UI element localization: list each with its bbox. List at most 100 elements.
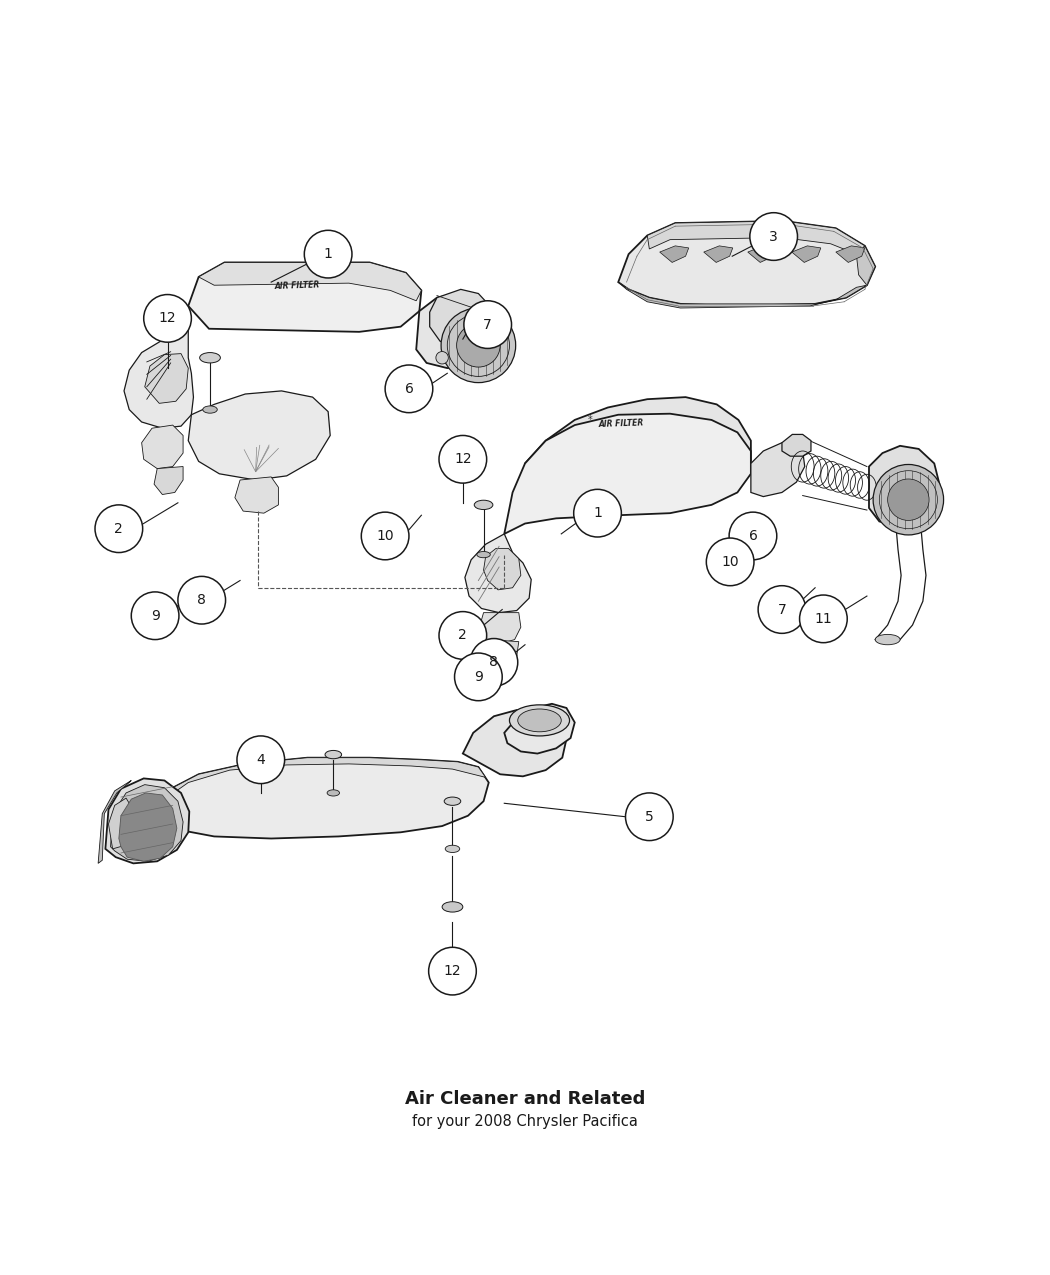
Circle shape — [361, 513, 408, 560]
Polygon shape — [751, 442, 804, 496]
Ellipse shape — [876, 635, 900, 645]
Polygon shape — [145, 353, 188, 403]
Text: 5: 5 — [645, 810, 654, 824]
Ellipse shape — [203, 405, 217, 413]
Polygon shape — [504, 413, 751, 534]
Text: 12: 12 — [159, 311, 176, 325]
Polygon shape — [124, 329, 193, 428]
Polygon shape — [98, 780, 131, 863]
Ellipse shape — [444, 797, 461, 806]
Text: 6: 6 — [404, 381, 414, 395]
Polygon shape — [198, 263, 421, 301]
Text: 10: 10 — [376, 529, 394, 543]
Polygon shape — [105, 779, 189, 863]
Polygon shape — [857, 246, 876, 286]
Circle shape — [758, 585, 805, 634]
Circle shape — [177, 576, 226, 623]
Text: 7: 7 — [778, 603, 786, 617]
Circle shape — [439, 612, 486, 659]
Text: 9: 9 — [150, 608, 160, 622]
Polygon shape — [618, 282, 867, 309]
Polygon shape — [235, 477, 278, 513]
Polygon shape — [659, 246, 689, 263]
Text: 12: 12 — [444, 964, 461, 978]
Ellipse shape — [442, 901, 463, 912]
Text: *: * — [588, 414, 592, 425]
Polygon shape — [504, 704, 574, 754]
Text: 11: 11 — [815, 612, 833, 626]
Circle shape — [470, 639, 518, 686]
Ellipse shape — [445, 845, 460, 853]
Polygon shape — [525, 397, 751, 474]
Circle shape — [729, 513, 777, 560]
Text: 4: 4 — [256, 752, 266, 766]
Circle shape — [573, 490, 622, 537]
Polygon shape — [463, 710, 566, 776]
Text: 1: 1 — [593, 506, 602, 520]
Circle shape — [94, 505, 143, 552]
Circle shape — [455, 653, 502, 701]
Text: AIR FILTER: AIR FILTER — [274, 280, 320, 291]
Ellipse shape — [441, 309, 516, 382]
Text: 10: 10 — [721, 555, 739, 569]
Polygon shape — [869, 446, 940, 525]
Text: 1: 1 — [323, 247, 333, 261]
Text: Air Cleaner and Related: Air Cleaner and Related — [405, 1090, 645, 1108]
Circle shape — [144, 295, 191, 342]
Ellipse shape — [509, 705, 569, 736]
Ellipse shape — [326, 751, 341, 759]
Ellipse shape — [475, 500, 492, 510]
Text: 8: 8 — [489, 655, 499, 669]
Circle shape — [237, 736, 285, 784]
Polygon shape — [429, 289, 494, 347]
Polygon shape — [142, 425, 183, 469]
Circle shape — [750, 213, 798, 260]
Circle shape — [626, 793, 673, 840]
Polygon shape — [704, 246, 733, 263]
Polygon shape — [188, 263, 421, 332]
Text: 12: 12 — [454, 453, 471, 467]
Ellipse shape — [457, 324, 500, 367]
Text: 3: 3 — [770, 230, 778, 244]
Ellipse shape — [200, 353, 220, 363]
Text: 8: 8 — [197, 593, 206, 607]
Circle shape — [439, 436, 486, 483]
Polygon shape — [416, 293, 493, 368]
Circle shape — [385, 365, 433, 413]
Circle shape — [464, 301, 511, 348]
Ellipse shape — [518, 709, 562, 732]
Polygon shape — [158, 757, 488, 839]
Circle shape — [707, 538, 754, 585]
Text: 9: 9 — [474, 669, 483, 683]
Text: 2: 2 — [459, 629, 467, 643]
Ellipse shape — [436, 352, 448, 363]
Polygon shape — [618, 221, 876, 306]
Ellipse shape — [328, 789, 339, 796]
Polygon shape — [792, 246, 821, 263]
Polygon shape — [119, 793, 176, 862]
Text: 7: 7 — [483, 317, 492, 332]
Text: 2: 2 — [114, 521, 123, 536]
Polygon shape — [782, 435, 811, 456]
Polygon shape — [748, 246, 777, 263]
Circle shape — [131, 592, 178, 640]
Polygon shape — [161, 757, 486, 803]
Ellipse shape — [874, 464, 944, 536]
Polygon shape — [188, 391, 330, 479]
Circle shape — [799, 595, 847, 643]
Polygon shape — [480, 612, 521, 644]
Polygon shape — [484, 548, 521, 590]
Polygon shape — [154, 467, 183, 495]
Polygon shape — [110, 784, 183, 862]
Circle shape — [304, 231, 352, 278]
Polygon shape — [836, 246, 865, 263]
Circle shape — [428, 947, 477, 995]
Text: for your 2008 Chrysler Pacifica: for your 2008 Chrysler Pacifica — [412, 1114, 638, 1128]
Ellipse shape — [477, 552, 490, 557]
Ellipse shape — [887, 479, 929, 520]
Polygon shape — [647, 221, 865, 254]
Text: 6: 6 — [749, 529, 757, 543]
Polygon shape — [465, 534, 531, 612]
Polygon shape — [486, 640, 519, 664]
Text: AIR FILTER: AIR FILTER — [598, 418, 645, 430]
